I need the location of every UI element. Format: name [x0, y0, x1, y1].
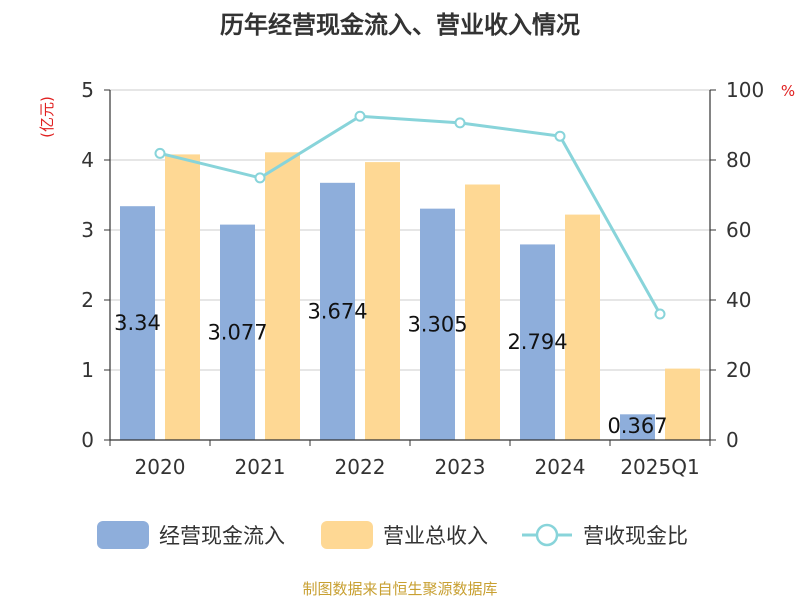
ratio-point [554, 130, 566, 142]
ratio-point [254, 172, 266, 184]
ratio-point [454, 117, 466, 129]
data-label-cash-inflow: 3.305 [407, 312, 467, 336]
data-label-cash-inflow: 3.34 [114, 311, 161, 335]
right-axis-tick-label: 20 [726, 358, 751, 382]
bar-total-revenue [465, 184, 500, 440]
bar-total-revenue [165, 154, 200, 440]
grid-lines [110, 89, 710, 371]
x-axis-tick-label: 2020 [135, 455, 186, 479]
data-label-cash-inflow: 3.674 [307, 299, 367, 323]
right-axis-tick-label: 40 [726, 288, 751, 312]
right-axis-unit: % [781, 82, 795, 100]
bar-cash-inflow [420, 208, 455, 440]
x-axis-tick-label: 2022 [335, 455, 386, 479]
axes: 0 1 2 3 4 5 0 20 40 60 80 100 2020 2021 2022 2023 2024 20… [81, 78, 764, 479]
bar-total-revenue [265, 152, 300, 441]
bar-cash-inflow [520, 244, 555, 440]
bar-cash-inflow [220, 224, 255, 440]
data-label-cash-inflow: 2.794 [507, 330, 567, 354]
data-label-cash-inflow: 3.077 [207, 320, 267, 344]
x-axis-tick-label: 2025Q1 [620, 455, 699, 479]
left-axis-tick-label: 2 [81, 288, 94, 312]
right-axis-tick-label: 0 [726, 428, 739, 452]
x-axis-tick-label: 2021 [235, 455, 286, 479]
ratio-point [654, 308, 666, 320]
bar-cash-inflow [620, 414, 655, 440]
chart-title: 历年经营现金流入、营业收入情况 [220, 11, 580, 39]
bar-cash-inflow [120, 206, 155, 440]
ratio-line [159, 114, 662, 315]
bar-total-revenue [365, 162, 400, 440]
left-axis-tick-label: 3 [81, 218, 94, 242]
left-axis-tick-label: 1 [81, 358, 94, 382]
ratio-line-series [154, 110, 666, 320]
legend-marker-ratio [535, 523, 559, 547]
legend-swatch-cash-inflow [97, 521, 149, 549]
right-axis-tick-label: 80 [726, 148, 751, 172]
right-axis-tick-label: 60 [726, 218, 751, 242]
left-axis-tick-label: 0 [81, 428, 94, 452]
legend: 经营现金流入 营业总收入 营收现金比 [97, 521, 688, 549]
left-axis-tick-label: 4 [81, 148, 94, 172]
legend-label-cash-inflow: 经营现金流入 [159, 524, 285, 548]
x-axis-tick-label: 2024 [535, 455, 586, 479]
ratio-point [154, 147, 166, 159]
bar-cash-inflow [320, 182, 355, 440]
bar-total-revenue [665, 368, 700, 440]
bar-total-revenue [565, 214, 600, 440]
legend-label-ratio: 营收现金比 [583, 524, 688, 548]
data-label-cash-inflow: 0.367 [607, 414, 667, 438]
legend-swatch-total-revenue [321, 521, 373, 549]
left-axis-tick-label: 5 [81, 78, 94, 102]
legend-label-total-revenue: 营业总收入 [383, 524, 488, 548]
ratio-point [354, 110, 366, 122]
source-note: 制图数据来自恒生聚源数据库 [302, 580, 497, 598]
bar-series [120, 152, 700, 441]
right-axis-tick-label: 100 [726, 78, 764, 102]
data-labels: 3.34 3.077 3.674 3.305 2.794 0.367 [114, 299, 667, 438]
left-axis-unit: (亿元) [38, 96, 56, 138]
x-axis-tick-label: 2023 [435, 455, 486, 479]
